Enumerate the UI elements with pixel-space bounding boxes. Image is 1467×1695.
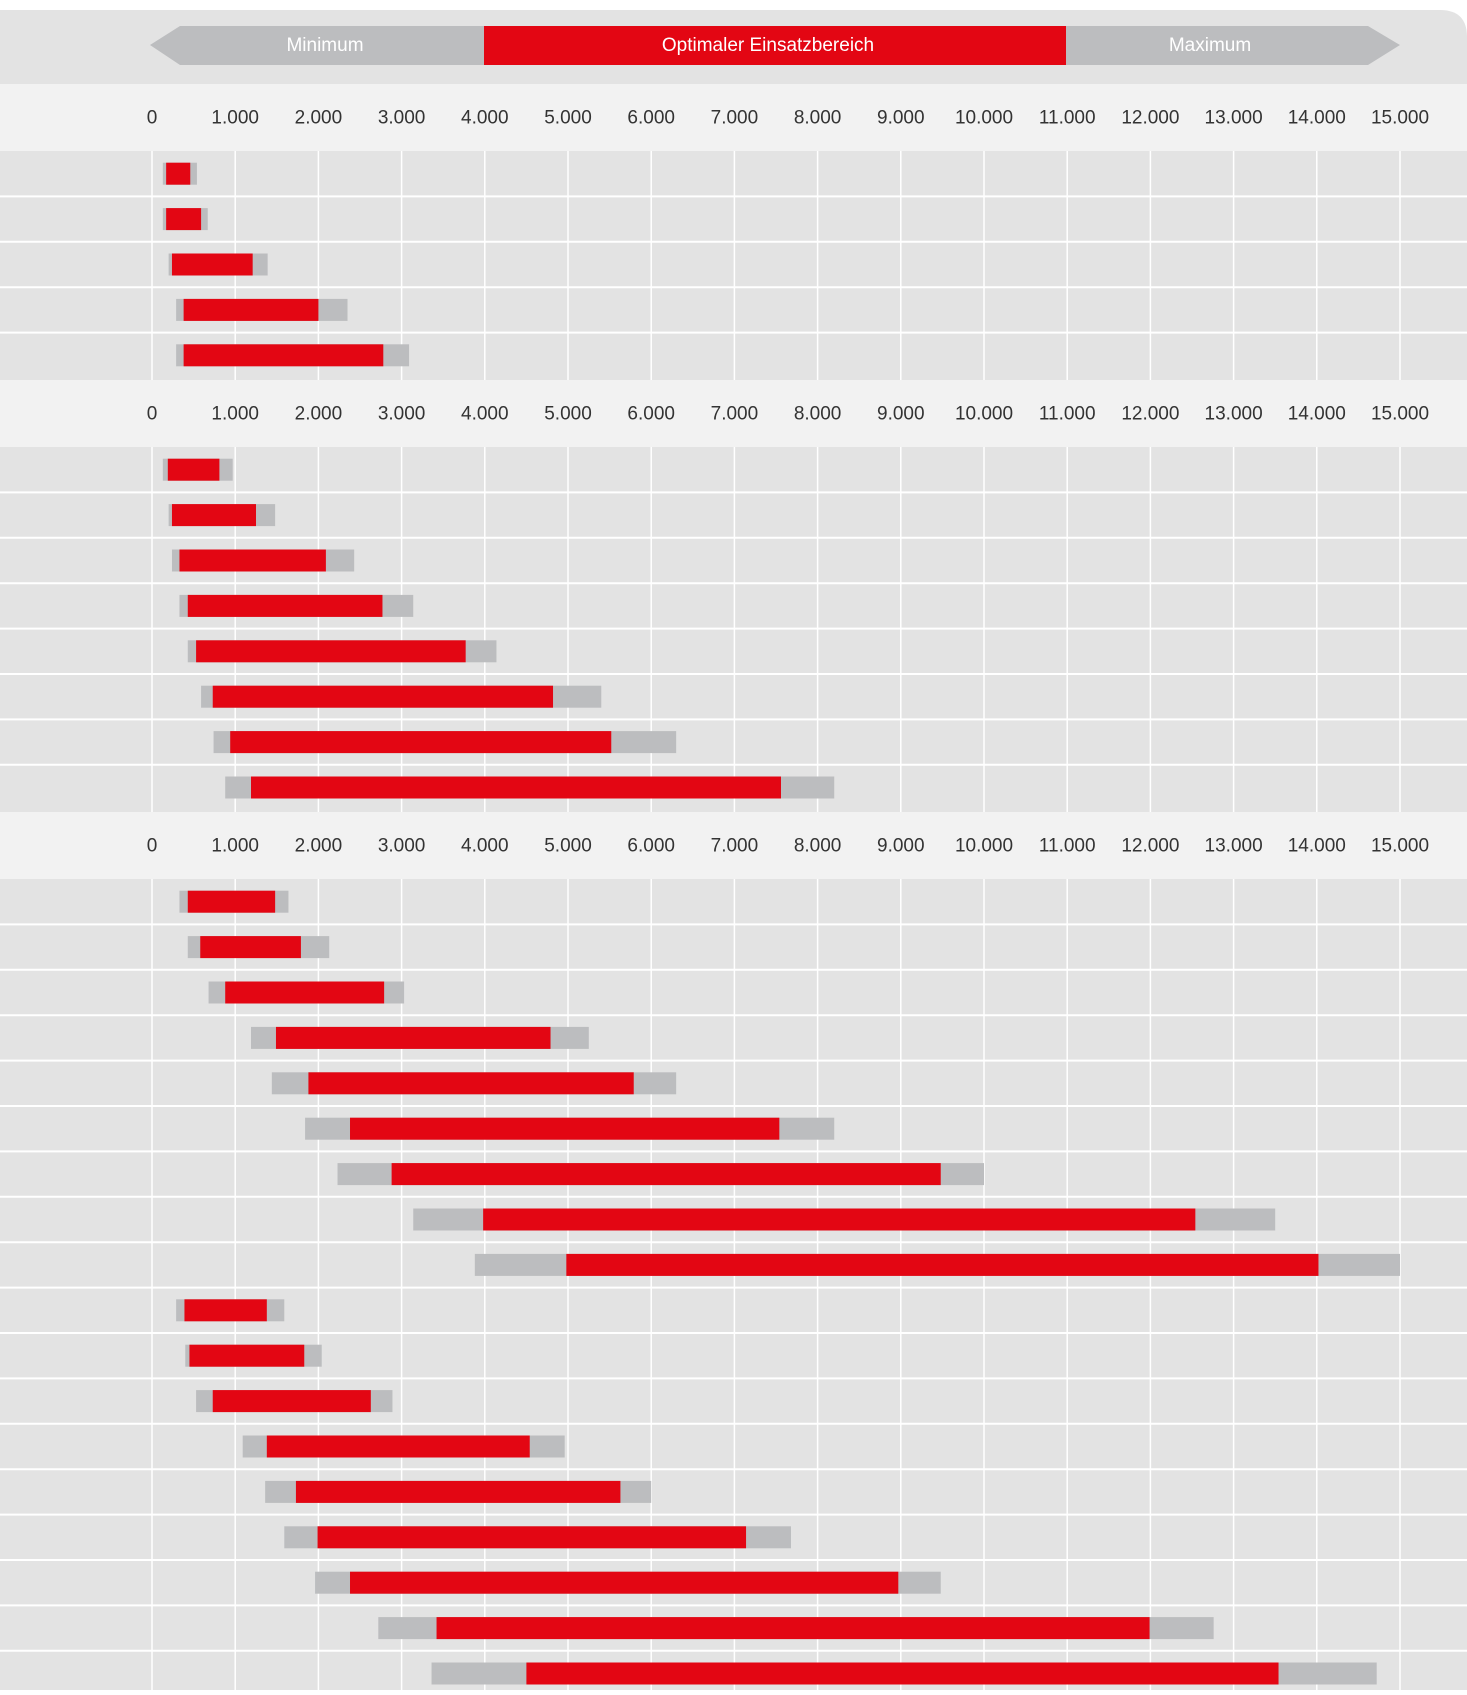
range-bar-optimal — [183, 344, 384, 367]
range-bar-optimal — [275, 1026, 551, 1049]
x-tick-label: 9.000 — [877, 404, 925, 425]
range-bar-optimal — [266, 1435, 530, 1458]
x-tick-label: 10.000 — [955, 404, 1013, 425]
x-tick-label: 14.000 — [1288, 836, 1346, 857]
range-bar-optimal — [187, 890, 276, 913]
range-bar-optimal — [251, 776, 781, 799]
x-tick-label: 4.000 — [461, 108, 509, 129]
legend: Minimum Optimaler Einsatzbereich Maximum — [150, 26, 1400, 65]
x-tick-label: 6.000 — [627, 404, 675, 425]
x-tick-label: 1.000 — [211, 404, 259, 425]
axis-band — [0, 380, 1467, 447]
x-tick-label: 11.000 — [1039, 108, 1096, 129]
x-tick-label: 12.000 — [1121, 108, 1179, 129]
x-tick-label: 2.000 — [295, 404, 343, 425]
x-tick-label: 8.000 — [794, 404, 842, 425]
range-bar-optimal — [526, 1662, 1279, 1685]
x-tick-label: 0 — [147, 404, 158, 425]
x-tick-label: 3.000 — [378, 836, 426, 857]
x-tick-label: 15.000 — [1371, 404, 1429, 425]
x-tick-label: 7.000 — [711, 108, 759, 129]
legend-optimal-bar — [484, 26, 1066, 65]
legend-minimum-label: Minimum — [286, 35, 363, 56]
range-bar-optimal — [317, 1526, 747, 1549]
range-bar-optimal — [308, 1072, 634, 1095]
x-tick-label: 9.000 — [877, 836, 925, 857]
x-tick-label: 3.000 — [378, 108, 426, 129]
range-bar-optimal — [179, 549, 326, 572]
range-bar-optimal — [350, 1117, 780, 1140]
x-tick-label: 5.000 — [544, 108, 592, 129]
range-bar-optimal — [187, 594, 383, 617]
x-tick-label: 2.000 — [295, 108, 343, 129]
x-tick-label: 9.000 — [877, 108, 925, 129]
range-bar-optimal — [166, 208, 202, 231]
legend-minimum-arrow — [150, 26, 484, 65]
x-tick-label: 7.000 — [711, 836, 759, 857]
range-bar-optimal — [171, 504, 256, 527]
range-bar-optimal — [184, 1299, 267, 1322]
range-bars — [162, 162, 1400, 1685]
grid-lines — [151, 84, 1401, 1690]
x-tick-label: 13.000 — [1205, 404, 1263, 425]
x-tick-label: 13.000 — [1205, 836, 1263, 857]
x-tick-label: 3.000 — [378, 404, 426, 425]
range-bar-optimal — [189, 1344, 305, 1367]
x-tick-label: 5.000 — [544, 836, 592, 857]
x-tick-label: 15.000 — [1371, 108, 1429, 129]
x-tick-label: 12.000 — [1121, 404, 1179, 425]
range-bar-optimal — [350, 1571, 899, 1594]
x-tick-label: 15.000 — [1371, 836, 1429, 857]
range-bar-optimal — [225, 981, 385, 1004]
legend-optimal-label: Optimaler Einsatzbereich — [662, 35, 874, 56]
range-bar-optimal — [212, 1390, 371, 1413]
x-tick-label: 13.000 — [1205, 108, 1263, 129]
axis-band — [0, 84, 1467, 151]
range-bar-optimal — [167, 458, 220, 481]
x-tick-label: 14.000 — [1288, 108, 1346, 129]
range-bar-optimal — [166, 162, 191, 185]
x-tick-label: 11.000 — [1039, 836, 1096, 857]
x-tick-label: 0 — [147, 108, 158, 129]
range-bar-optimal — [483, 1208, 1196, 1231]
x-tick-label: 10.000 — [955, 108, 1013, 129]
range-bar-optimal — [566, 1253, 1319, 1276]
x-tick-label: 6.000 — [627, 836, 675, 857]
x-tick-label: 0 — [147, 836, 158, 857]
range-bar-optimal — [391, 1163, 941, 1186]
range-bar-optimal — [436, 1617, 1150, 1640]
x-tick-label: 4.000 — [461, 836, 509, 857]
axis-band — [0, 812, 1467, 879]
range-bar-optimal — [295, 1480, 621, 1503]
range-bar-optimal — [230, 731, 612, 754]
range-bar-optimal — [196, 640, 466, 663]
range-bar-optimal — [212, 685, 554, 708]
x-tick-label: 7.000 — [711, 404, 759, 425]
tick-labels: 0 1.000 2.000 3.000 4.000 5.000 6.000 7.000 8.00… — [147, 108, 1429, 857]
x-tick-label: 1.000 — [211, 836, 259, 857]
row-separators — [0, 195, 1467, 1652]
x-tick-label: 12.000 — [1121, 836, 1179, 857]
x-tick-label: 8.000 — [794, 836, 842, 857]
axis-bands — [0, 84, 1467, 879]
legend-maximum-label: Maximum — [1169, 35, 1251, 56]
range-bar-optimal — [183, 298, 319, 321]
x-tick-label: 2.000 — [295, 836, 343, 857]
x-tick-label: 5.000 — [544, 404, 592, 425]
x-tick-label: 10.000 — [955, 836, 1013, 857]
x-tick-label: 8.000 — [794, 108, 842, 129]
x-tick-label: 14.000 — [1288, 404, 1346, 425]
x-tick-label: 1.000 — [211, 108, 259, 129]
x-tick-label: 11.000 — [1039, 404, 1096, 425]
range-bar-optimal — [171, 253, 253, 276]
legend-maximum-arrow — [1066, 26, 1400, 65]
x-tick-label: 6.000 — [627, 108, 675, 129]
range-bar-optimal — [200, 936, 301, 959]
x-tick-label: 4.000 — [461, 404, 509, 425]
